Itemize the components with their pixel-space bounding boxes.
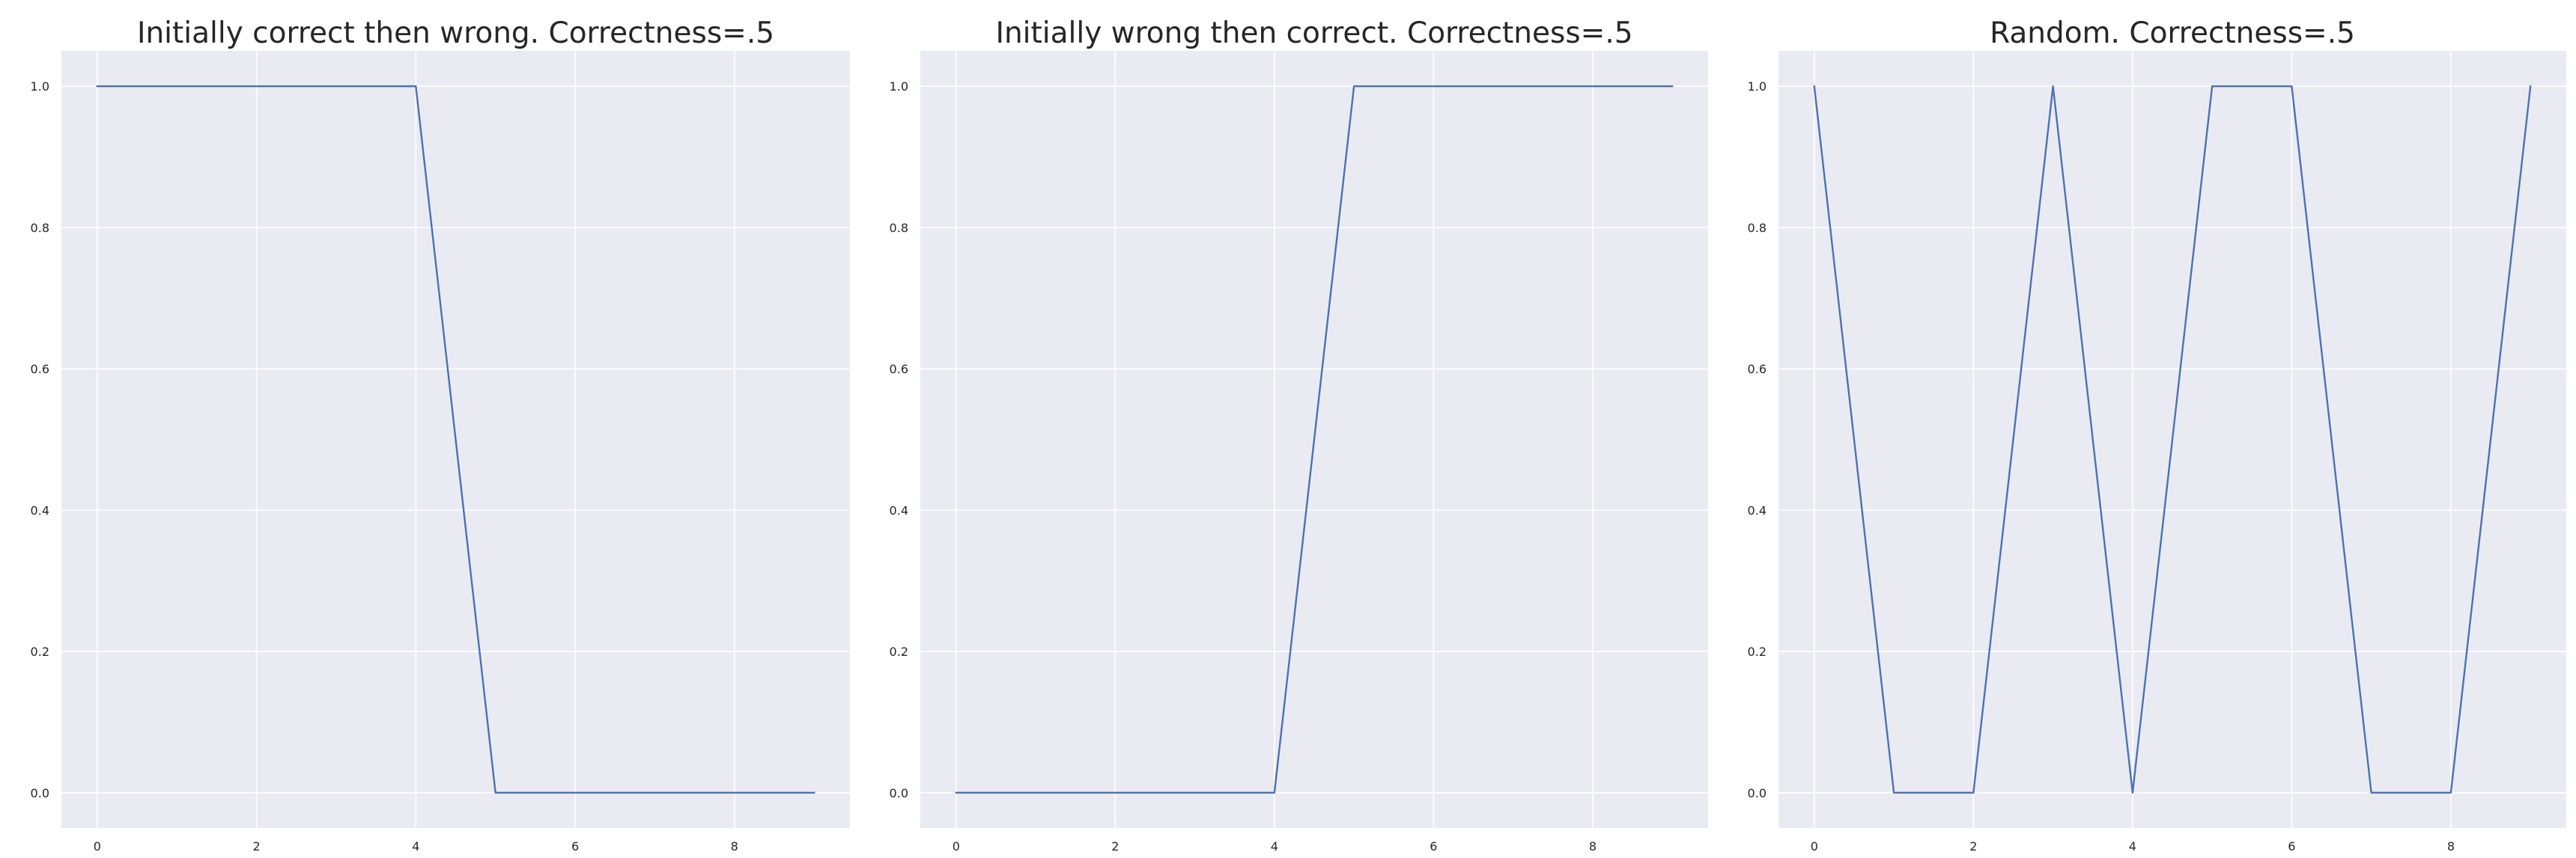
y-tick-label: 0.6: [890, 362, 908, 377]
y-tick-label: 0.2: [890, 645, 908, 659]
x-tick-label: 6: [1430, 839, 1437, 854]
y-tick-label: 0.4: [890, 503, 908, 517]
y-tick-label: 0.8: [890, 221, 908, 235]
x-tick-label: 2: [252, 839, 260, 854]
y-tick-label: 1.0: [31, 79, 49, 94]
y-tick-label: 0.4: [1748, 503, 1767, 517]
x-tick-label: 4: [1271, 839, 1278, 854]
y-tick-label: 1.0: [1748, 79, 1767, 94]
y-tick-label: 0.6: [1748, 362, 1767, 377]
x-tick-label: 2: [1111, 839, 1119, 854]
x-tick-label: 4: [2129, 839, 2136, 854]
x-tick-label: 2: [1969, 839, 1977, 854]
y-tick-label: 0.4: [31, 503, 49, 517]
x-tick-label: 8: [2447, 839, 2455, 854]
chart-panel-1: 0 2 4 6 8 0.0 0.2 0.4 0.6 0.8 1.0 Initially correct…: [31, 16, 850, 854]
chart-title: Initially correct then wrong. Correctnes…: [137, 16, 774, 50]
x-tick-label: 0: [1811, 839, 1818, 854]
chart-panel-2: 0 2 4 6 8 0.0 0.2 0.4 0.6 0.8 1.0 Initially wrong t…: [890, 16, 1708, 854]
y-tick-label: 0.6: [31, 362, 49, 377]
x-tick-label: 8: [731, 839, 738, 854]
y-tick-label: 0.0: [890, 786, 908, 800]
x-tick-label: 4: [412, 839, 419, 854]
y-tick-label: 0.8: [1748, 221, 1767, 235]
x-tick-label: 6: [571, 839, 579, 854]
chart-title: Initially wrong then correct. Correctnes…: [995, 16, 1632, 50]
x-tick-label: 6: [2288, 839, 2295, 854]
chart-title: Random. Correctness=.5: [1990, 16, 2355, 50]
chart-panel-3: 0 2 4 6 8 0.0 0.2 0.4 0.6 0.8 1.0 Random. Correctne…: [1748, 16, 2566, 854]
y-tick-label: 0.2: [1748, 645, 1767, 659]
series-line: [1813, 85, 2532, 794]
x-tick-label: 0: [94, 839, 101, 854]
y-tick-label: 0.8: [31, 221, 49, 235]
y-tick-label: 0.0: [31, 786, 49, 800]
x-tick-label: 0: [953, 839, 960, 854]
series-line: [96, 85, 815, 794]
y-tick-label: 0.2: [31, 645, 49, 659]
series-line: [955, 85, 1674, 794]
y-tick-label: 0.0: [1748, 786, 1767, 800]
y-tick-label: 1.0: [890, 79, 908, 94]
x-tick-label: 8: [1589, 839, 1597, 854]
